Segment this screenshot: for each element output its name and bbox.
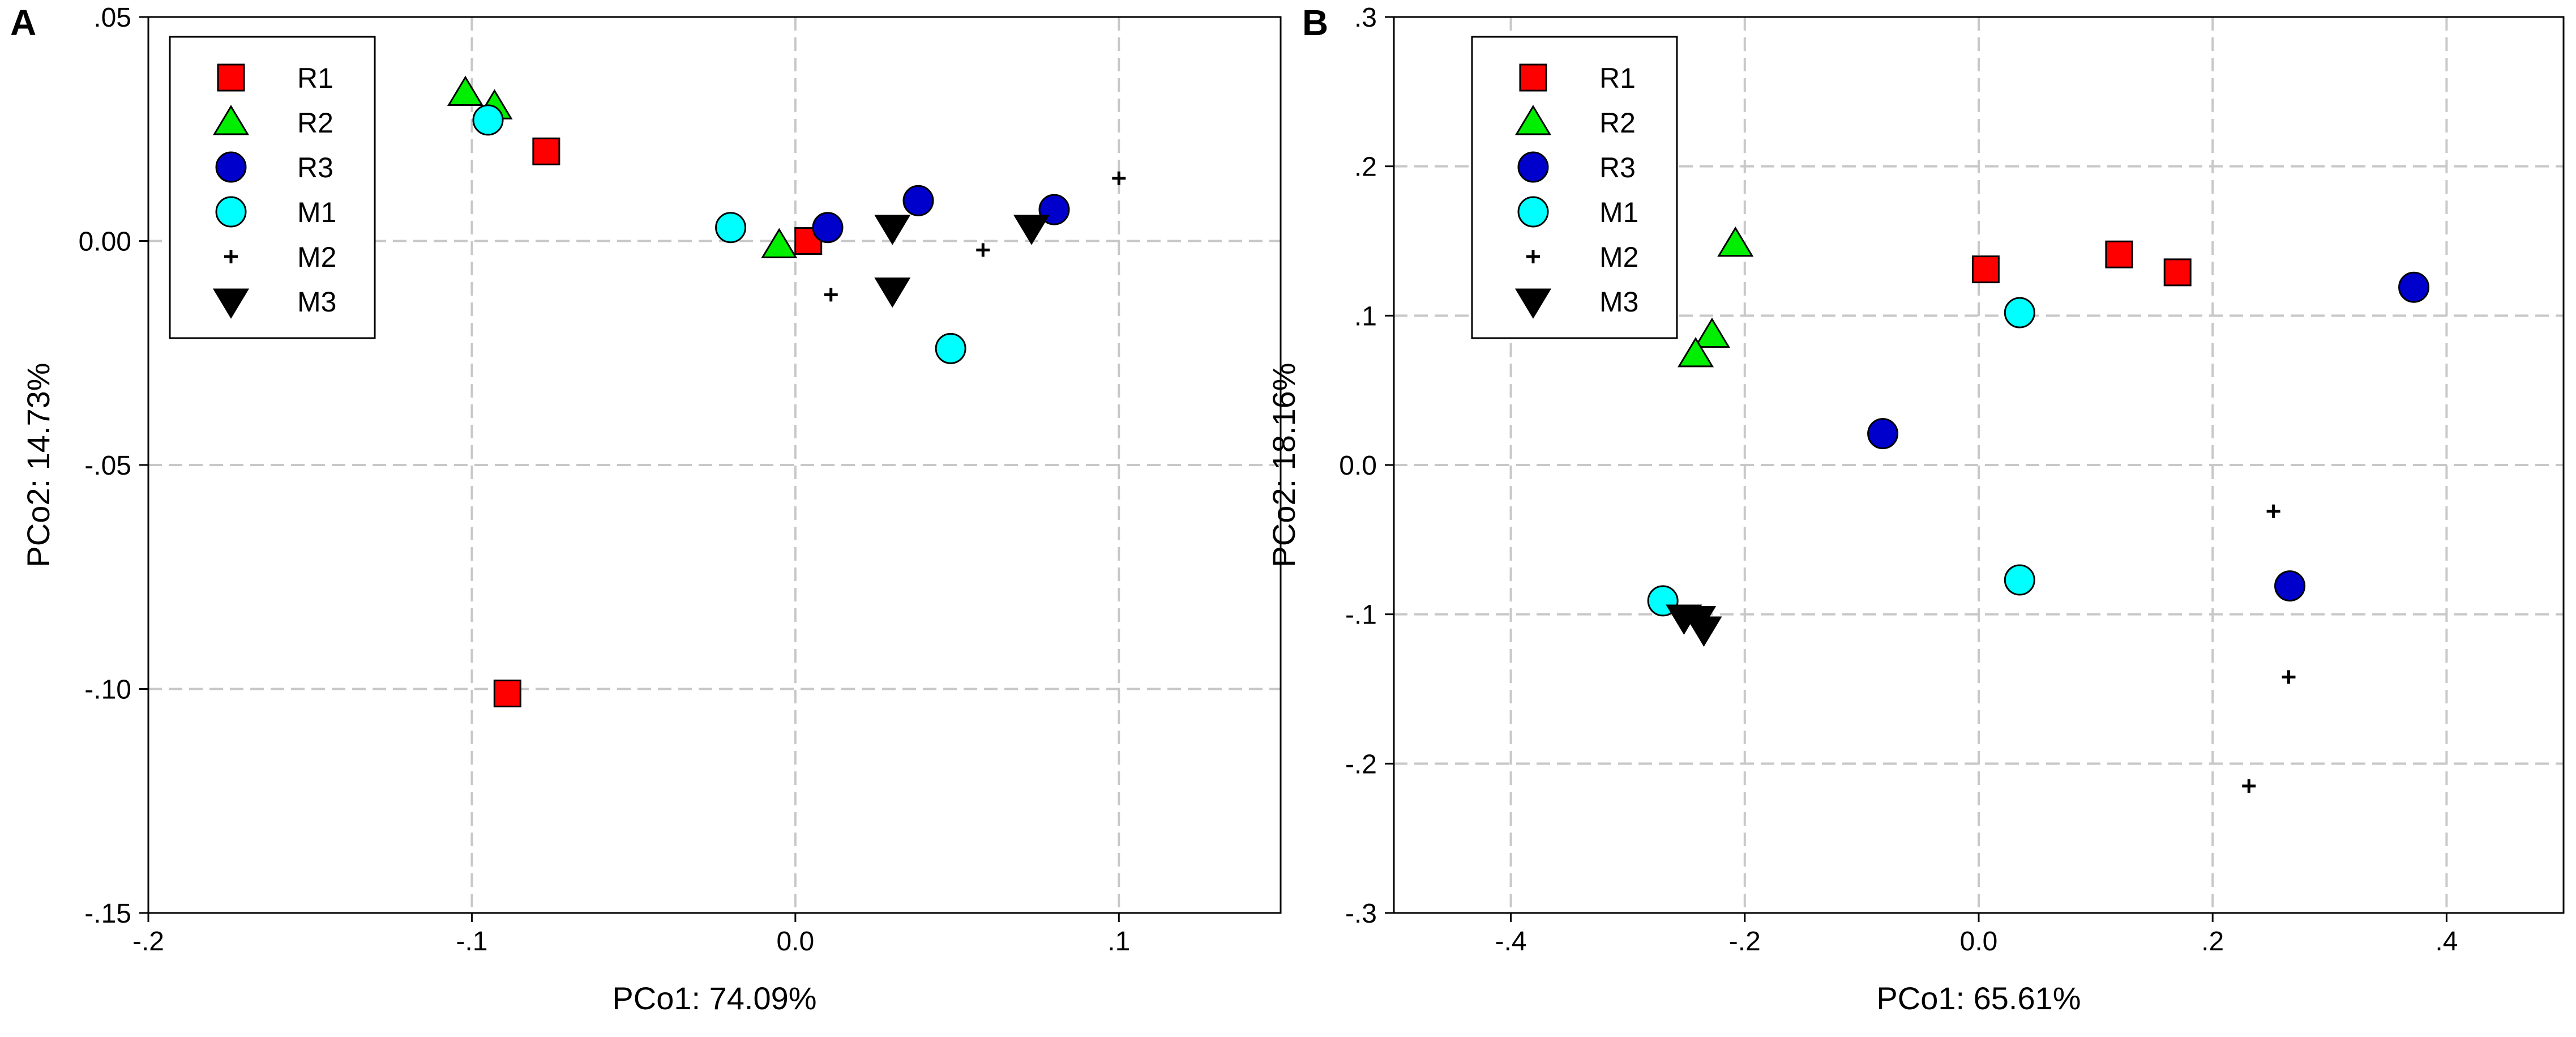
data-point-M1 bbox=[2004, 297, 2035, 328]
x-tick-label: -.2 bbox=[1729, 927, 1761, 957]
y-tick-label: .1 bbox=[1354, 301, 1377, 331]
data-point-M2 bbox=[2266, 504, 2280, 518]
series-R2 bbox=[1677, 226, 1754, 368]
y-tick-label: .05 bbox=[93, 3, 131, 33]
data-point-R2 bbox=[761, 228, 798, 258]
series-M1 bbox=[472, 104, 966, 364]
series-R1 bbox=[1971, 240, 2192, 287]
panel-label: A bbox=[10, 2, 36, 43]
y-tick-label: .3 bbox=[1354, 3, 1377, 33]
legend-box bbox=[169, 36, 376, 339]
legend-label: R1 bbox=[297, 62, 333, 94]
x-tick-label: 0.0 bbox=[1960, 927, 1998, 957]
data-point-M2 bbox=[976, 243, 990, 257]
data-point-M1 bbox=[2004, 564, 2035, 596]
data-point-M3 bbox=[874, 215, 911, 245]
data-point-M1 bbox=[935, 332, 966, 364]
data-point-R3 bbox=[812, 212, 844, 244]
legend-marker-R2 bbox=[212, 105, 250, 135]
y-axis-title: PCo2: 18.16% bbox=[1266, 362, 1302, 567]
chart-panel-A: -.2 -.1 0.0 .1 .05 0.00 -.05 -.10 -.15 PCo1: 74.0… bbox=[10, 2, 1282, 1016]
data-point-R2 bbox=[447, 75, 484, 106]
x-tick-label: -.2 bbox=[132, 927, 164, 957]
data-point-M1 bbox=[715, 212, 747, 244]
x-tick-label: .2 bbox=[2201, 927, 2224, 957]
legend-label: M1 bbox=[1599, 197, 1638, 228]
data-point-R1 bbox=[2105, 240, 2133, 268]
data-point-R1 bbox=[2163, 258, 2192, 287]
data-point-M2 bbox=[824, 288, 838, 302]
series-R3 bbox=[1867, 271, 2430, 602]
legend-label: M3 bbox=[1599, 286, 1638, 318]
data-point-M3 bbox=[1013, 215, 1050, 245]
legend-marker-M3 bbox=[1514, 288, 1552, 319]
data-point-M1 bbox=[472, 104, 504, 136]
x-tick-label: .1 bbox=[1107, 927, 1130, 957]
legend-box bbox=[1471, 36, 1678, 339]
x-tick-label: -.4 bbox=[1495, 927, 1527, 957]
series-M3 bbox=[874, 215, 1050, 308]
data-point-R2 bbox=[1717, 226, 1754, 257]
legend-label: M2 bbox=[297, 241, 336, 273]
legend-marker-M1 bbox=[1517, 196, 1549, 228]
x-tick-label: .4 bbox=[2435, 927, 2458, 957]
x-tick-label: 0.0 bbox=[776, 927, 814, 957]
data-point-R3 bbox=[2274, 570, 2306, 602]
y-tick-label: -.15 bbox=[84, 899, 131, 929]
legend-marker-M2 bbox=[1526, 250, 1540, 263]
legend-marker-M3 bbox=[212, 288, 250, 319]
data-point-R1 bbox=[532, 137, 560, 165]
data-point-R1 bbox=[1971, 255, 2000, 284]
data-point-R3 bbox=[1867, 418, 1899, 450]
legend-marker-R3 bbox=[1517, 151, 1549, 183]
legend-label: R1 bbox=[1599, 62, 1636, 94]
x-axis-title: PCo1: 74.09% bbox=[612, 980, 816, 1016]
data-point-R2 bbox=[1693, 317, 1731, 348]
panel-label: B bbox=[1302, 2, 1328, 43]
data-point-M2 bbox=[2242, 779, 2256, 793]
y-axis-title: PCo2: 14.73% bbox=[20, 362, 56, 567]
legend-label: M1 bbox=[297, 197, 336, 228]
series-R1 bbox=[493, 137, 823, 707]
data-point-M3 bbox=[874, 278, 911, 308]
data-point-R3 bbox=[902, 185, 934, 216]
legend-label: R2 bbox=[1599, 107, 1636, 139]
data-point-M2 bbox=[2282, 670, 2296, 684]
y-tick-label: -.2 bbox=[1345, 749, 1377, 779]
data-point-R3 bbox=[2398, 271, 2430, 303]
legend-marker-R3 bbox=[215, 151, 247, 183]
legend-marker-R1 bbox=[1519, 63, 1547, 92]
series-M2 bbox=[2242, 504, 2296, 793]
chart-panel-B: -.4 -.2 0.0 .2 .4 .3 .2 .1 0.0 -.1 -.2 -.3 PCo1: 65.… bbox=[1266, 2, 2565, 1016]
legend-marker-R2 bbox=[1514, 105, 1552, 135]
y-tick-label: -.10 bbox=[84, 675, 131, 705]
legend: R1 R2 R3 M1 M2 M3 bbox=[1471, 36, 1678, 339]
legend-label: R3 bbox=[1599, 152, 1636, 183]
legend-marker-M2 bbox=[224, 250, 238, 263]
data-point-R2 bbox=[1677, 336, 1714, 368]
legend-label: M2 bbox=[1599, 241, 1638, 273]
legend-marker-R1 bbox=[217, 63, 245, 92]
series-R3 bbox=[812, 185, 1070, 244]
x-tick-label: -.1 bbox=[456, 927, 487, 957]
y-tick-label: -.05 bbox=[84, 451, 131, 481]
series-M2 bbox=[824, 171, 1126, 302]
legend: R1 R2 R3 M1 M2 M3 bbox=[169, 36, 376, 339]
legend-marker-M1 bbox=[215, 196, 247, 228]
y-tick-label: 0.0 bbox=[1339, 451, 1377, 481]
legend-label: R2 bbox=[297, 107, 333, 139]
y-tick-label: -.3 bbox=[1345, 899, 1377, 929]
series-M3 bbox=[1666, 604, 1722, 647]
legend-label: R3 bbox=[297, 152, 333, 183]
data-point-M3 bbox=[1685, 616, 1722, 647]
legend-label: M3 bbox=[297, 286, 336, 318]
data-point-R1 bbox=[493, 679, 521, 707]
y-tick-label: 0.00 bbox=[79, 227, 131, 257]
x-axis-title: PCo1: 65.61% bbox=[1876, 980, 2081, 1016]
data-point-M2 bbox=[1112, 171, 1126, 185]
y-tick-label: -.1 bbox=[1345, 600, 1377, 630]
y-tick-label: .2 bbox=[1354, 152, 1377, 182]
